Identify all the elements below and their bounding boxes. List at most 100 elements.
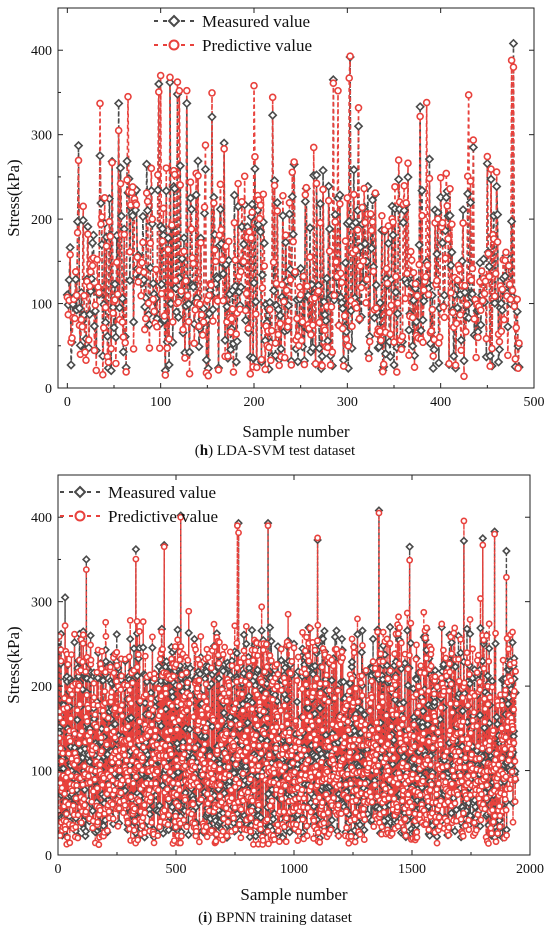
predictive-point [115,759,123,767]
predictive-point [347,780,355,787]
predictive-point [267,326,276,335]
predictive-point [81,801,89,809]
predictive-point [504,261,513,270]
measured-point [324,224,335,234]
predictive-point [282,286,291,295]
predictive-point [211,246,219,254]
measured-point [485,351,495,361]
predictive-point [109,309,117,317]
predictive-point [355,736,363,744]
predictive-point [124,723,132,730]
predictive-point [336,269,345,278]
predictive-point [144,299,153,308]
predictive-point [369,267,378,276]
predictive-point [202,724,210,732]
predictive-point [354,615,361,623]
predictive-point [360,836,368,843]
predictive-point [216,781,224,789]
predictive-point [183,291,192,300]
predictive-point [457,346,466,355]
predictive-point [405,725,413,733]
predictive-point [440,313,449,322]
predictive-point [58,657,65,665]
predictive-point [390,338,398,346]
measured-point [73,140,84,151]
predictive-point [227,314,236,323]
measured-point [74,303,85,313]
predictive-point [164,821,172,828]
measured-point [112,630,122,639]
predictive-point [139,822,146,830]
predictive-point [257,750,265,757]
predictive-point [397,345,406,354]
predictive-point [304,698,311,706]
predictive-point [63,704,71,712]
measured-point [458,706,468,716]
predictive-point [233,522,241,530]
predictive-point [386,639,394,647]
measured-point [73,715,82,725]
predictive-point [280,823,288,831]
predictive-point [191,744,199,752]
predictive-point [406,556,414,564]
predictive-point [249,766,257,774]
measured-point [418,706,428,716]
predictive-point [419,698,427,706]
measured-point [218,666,228,676]
predictive-point [118,672,125,680]
predictive-point [69,802,77,810]
predictive-point [258,603,266,611]
predictive-point [485,658,493,665]
predictive-point [478,745,486,752]
predictive-point [86,779,94,786]
predictive-point [348,322,356,331]
predictive-point [84,230,92,239]
predictive-point [292,821,300,828]
measured-point [339,677,348,687]
predictive-point [173,726,181,733]
predictive-point [495,761,503,769]
predictive-point [477,790,485,798]
measured-point [478,254,489,264]
measured-point [491,181,502,192]
predictive-point [163,344,171,352]
predictive-point [509,818,517,826]
predictive-point [237,834,245,842]
measured-point [402,626,412,635]
measured-point [388,759,397,769]
measured-point [288,229,298,240]
measured-point [75,340,86,351]
measured-point [231,357,241,367]
predictive-point [325,247,334,255]
predictive-point [445,359,453,368]
predictive-point [194,685,201,692]
measured-point [423,720,433,729]
predictive-point [401,294,410,303]
measured-point [314,343,325,354]
measured-point [484,261,494,272]
predictive-point [284,317,293,325]
measured-point [125,275,135,286]
predictive-point [505,645,512,653]
measured-point [492,209,503,220]
predictive-point [337,721,344,728]
legend-entry-measured: Measured value [60,483,216,502]
measured-point [241,762,251,771]
measured-point [480,723,489,733]
measured-point [445,210,455,221]
predictive-point [295,738,303,746]
predictive-point [248,208,256,217]
predictive-point [343,194,352,202]
measured-point [253,665,262,675]
predictive-point [244,744,252,752]
predictive-point [195,676,203,684]
predictive-point [474,333,482,342]
predictive-point [216,792,224,800]
predictive-point [237,659,244,666]
predictive-point [500,315,508,324]
caption-h: (h) LDA-SVM test dataset [194,443,356,459]
predictive-point [288,168,297,177]
measured-point [508,38,519,49]
predictive-point [426,786,434,794]
predictive-point [105,217,114,226]
